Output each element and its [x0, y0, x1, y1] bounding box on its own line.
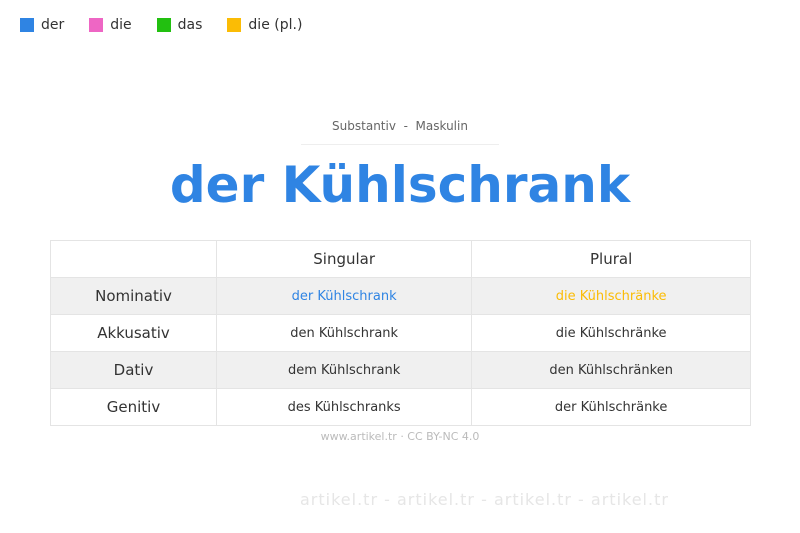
legend-item-plural: die (pl.) [227, 17, 302, 33]
legend-label: die [110, 17, 132, 33]
table-row: Genitiv des Kühlschranks der Kühlschränk… [50, 388, 751, 426]
word-type: Substantiv - Maskulin [332, 119, 468, 133]
legend-item-der: der [20, 17, 64, 33]
table-row: Nominativ der Kühlschrank die Kühlschrän… [50, 277, 751, 315]
legend-label: der [41, 17, 65, 33]
legend-item-das: das [156, 17, 203, 33]
color-swatch [20, 18, 34, 32]
legend-item-die: die [89, 17, 132, 33]
page-title: der Kühlschrank [169, 156, 631, 214]
color-swatch [156, 18, 171, 32]
legend-label: das [177, 17, 203, 33]
plural-cell: die Kühlschränke [471, 277, 751, 315]
table-header-row: Singular Plural [50, 240, 751, 278]
singular-cell: den Kühlschrank [215, 314, 473, 352]
singular-cell: dem Kühlschrank [215, 351, 473, 389]
header-empty [50, 240, 217, 278]
color-swatch [89, 18, 104, 32]
color-swatch [227, 18, 242, 32]
case-label: Nominativ [50, 277, 217, 315]
watermark: artikel.tr - artikel.tr - artikel.tr - a… [300, 490, 669, 509]
case-label: Akkusativ [50, 314, 217, 352]
plural-cell: der Kühlschränke [471, 388, 751, 426]
plural-cell: die Kühlschränke [471, 314, 751, 352]
gender-legend: der die das die (pl.) [20, 17, 327, 33]
legend-label: die (pl.) [248, 17, 303, 33]
plural-cell: den Kühlschränken [471, 351, 751, 389]
table-row: Akkusativ den Kühlschrank die Kühlschrän… [50, 314, 751, 352]
header-plural: Plural [471, 240, 751, 278]
divider [301, 144, 499, 145]
singular-cell: des Kühlschranks [215, 388, 473, 426]
footer-credit: www.artikel.tr · CC BY-NC 4.0 [320, 430, 480, 443]
singular-cell: der Kühlschrank [215, 277, 473, 315]
header-singular: Singular [215, 240, 473, 278]
table-row: Dativ dem Kühlschrank den Kühlschränken [50, 351, 751, 389]
declension-table: Singular Plural Nominativ der Kühlschran… [50, 240, 751, 426]
case-label: Genitiv [50, 388, 217, 426]
case-label: Dativ [50, 351, 217, 389]
